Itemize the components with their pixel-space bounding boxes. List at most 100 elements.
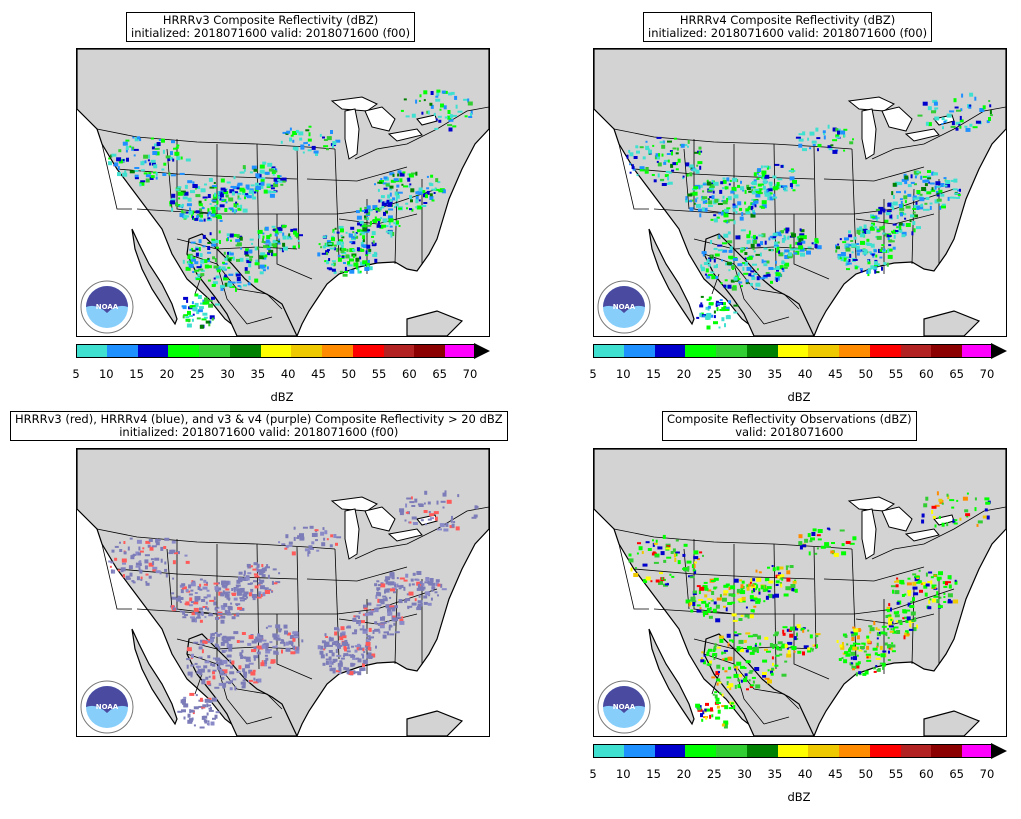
colorbar-tick-label: 25 [706,767,722,781]
panel-title: Composite Reflectivity Observations (dBZ… [662,411,917,441]
logo-text: NOAA [613,303,636,311]
reflectivity-layer [108,490,479,729]
colorbar-tick-label: 70 [462,367,478,381]
land-baja-california [131,228,178,326]
colorbar-swatch [869,344,902,358]
colorbar-frame [593,344,992,358]
great-lake [344,108,360,160]
colorbar-tick-label: 30 [220,367,235,381]
great-lake [364,506,396,532]
colorbar-tick-label: 35 [767,767,783,781]
land-cuba [923,310,981,336]
noaa-logo-icon: NOAA [80,680,134,734]
great-lake [847,496,895,512]
colorbar-tick-label: 5 [589,767,597,781]
noaa-logo-icon: NOAA [597,680,651,734]
colorbar-label: dBZ [270,390,294,404]
colorbar-swatch [746,744,779,758]
noaa-logo-icon: NOAA [597,280,651,334]
colorbar-swatch [229,344,262,358]
colorbar-swatch [654,344,686,358]
colorbar-swatch [168,344,200,358]
colorbar-swatch [808,744,840,758]
great-lake [364,106,396,132]
colorbar-swatch [839,744,871,758]
title-line1: HRRRv4 Composite Reflectivity (dBZ) [679,13,896,27]
land-mexico [186,233,298,336]
colorbar-tick-label: 55 [888,367,904,381]
colorbar-swatch [777,744,809,758]
great-lake [904,128,940,142]
colorbar-tick-label: 10 [98,367,114,381]
land-cuba [923,710,981,736]
colorbar-swatch [654,744,686,758]
colorbar-tick-label: 10 [615,367,631,381]
colorbar-swatch [260,344,292,358]
colorbar-tick-label: 40 [797,367,813,381]
colorbar-tick-label: 20 [159,367,175,381]
title-line1: HRRRv3 Composite Reflectivity (dBZ) [162,13,379,27]
colorbar-swatch [716,344,748,358]
colorbar-tick-label: 15 [646,367,661,381]
colorbar-tick-label: 40 [280,367,296,381]
colorbar-tick-label: 65 [432,367,448,381]
colorbar-tick-label: 35 [250,367,266,381]
colorbar-extend-arrow [474,343,490,359]
colorbar-tick-label: 45 [828,367,843,381]
great-lake [330,96,378,112]
great-lake [416,114,438,126]
title-line1: Composite Reflectivity Observations (dBZ… [667,412,912,426]
colorbar-tick-label: 60 [402,367,417,381]
colorbar-swatch [623,344,656,358]
great-lake [881,106,913,132]
colorbar-swatch [839,344,871,358]
colorbar-tick-label: 70 [979,767,995,781]
colorbar [76,343,490,359]
colorbar-tick-label: 55 [888,767,904,781]
title-line2: initialized: 2018071600 valid: 201807160… [648,26,928,40]
great-lake [344,508,360,560]
colorbar-tick-label: 50 [341,367,357,381]
colorbar-swatch [931,344,963,358]
colorbar [593,743,1007,759]
colorbar-label: dBZ [787,790,811,804]
colorbar-swatch [383,344,415,358]
reflectivity-layer [626,92,993,330]
colorbar-tick-label: 30 [737,367,752,381]
great-lake [904,528,940,542]
title-line2: initialized: 2018071600 valid: 201807160… [131,26,411,40]
colorbar-tick-label: 40 [797,767,813,781]
colorbar-swatch [291,344,323,358]
great-lake [861,108,877,160]
colorbar [593,343,1007,359]
great-lake [881,506,913,532]
colorbar-tick-label: 5 [589,367,597,381]
colorbar-tick-label: 70 [979,367,995,381]
colorbar-swatch [685,344,717,358]
colorbar-tick-label: 60 [919,767,934,781]
colorbar-swatch [808,344,840,358]
title-line2: initialized: 2018071600 valid: 201807160… [119,425,399,439]
colorbar-swatch [777,344,809,358]
colorbar-extend-arrow [991,743,1007,759]
colorbar-swatch [962,744,994,758]
land-baja-california [648,628,695,726]
colorbar-swatch [869,744,902,758]
colorbar-tick-label: 10 [615,767,631,781]
great-lake [387,128,423,142]
colorbar-swatch [746,344,779,358]
colorbar-tick-label: 65 [949,367,965,381]
colorbar-swatch [445,344,477,358]
land-baja-california [131,628,178,726]
colorbar-swatch [593,744,625,758]
logo-text: NOAA [613,703,636,711]
colorbar-swatch [199,344,231,358]
colorbar-extend-arrow [991,343,1007,359]
colorbar-tick-label: 55 [371,367,387,381]
land-cuba [406,710,464,736]
title-line1: HRRRv3 (red), HRRRv4 (blue), and v3 & v4… [15,412,503,426]
panel-title: HRRRv3 Composite Reflectivity (dBZ) init… [126,12,416,42]
colorbar-tick-label: 60 [919,367,934,381]
panel-title: HRRRv4 Composite Reflectivity (dBZ) init… [643,12,933,42]
colorbar-swatch [76,344,108,358]
